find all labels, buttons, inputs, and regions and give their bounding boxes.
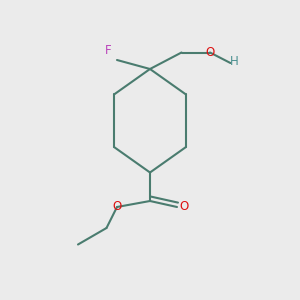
- Text: F: F: [105, 44, 111, 58]
- Text: O: O: [179, 200, 188, 214]
- Text: O: O: [206, 46, 214, 59]
- Text: O: O: [112, 200, 122, 214]
- Text: H: H: [230, 55, 238, 68]
